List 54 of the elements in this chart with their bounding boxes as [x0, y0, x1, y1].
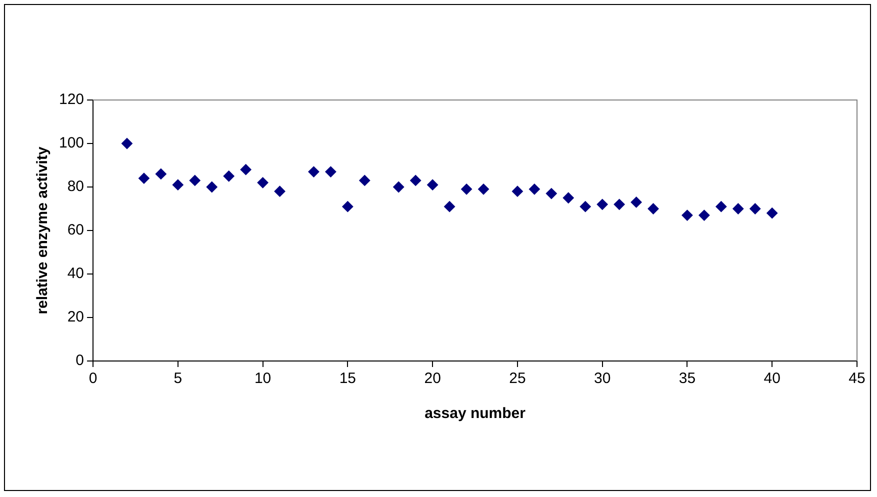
point [325, 166, 336, 178]
point [172, 179, 184, 190]
y-tick-label: 60 [67, 222, 84, 239]
point [393, 182, 404, 192]
point [766, 208, 778, 219]
point [206, 182, 218, 192]
x-tick-label: 0 [88, 370, 98, 388]
point [596, 198, 608, 210]
y-axis-title: relative enzyme activity [34, 146, 52, 314]
x-tick-label: 25 [509, 370, 526, 388]
point [257, 177, 268, 188]
point [155, 168, 166, 180]
point [189, 174, 200, 186]
y-tick-label: 120 [58, 91, 84, 108]
y-tick-label: 20 [67, 308, 84, 326]
x-tick-label: 15 [339, 370, 356, 388]
x-tick-label: 20 [424, 370, 441, 388]
x-tick-label: 30 [594, 370, 611, 388]
point [528, 184, 540, 195]
point [614, 198, 625, 210]
x-tick-label: 40 [764, 370, 780, 388]
point [240, 164, 252, 176]
point [121, 138, 132, 149]
y-tick-label: 100 [58, 134, 84, 152]
point [698, 210, 710, 221]
point [580, 201, 591, 212]
point [444, 201, 456, 212]
x-axis-title: assay number [424, 405, 526, 422]
point [512, 186, 523, 197]
point [427, 179, 438, 190]
point [716, 201, 727, 212]
point [410, 174, 422, 186]
x-tick-label: 35 [678, 370, 696, 388]
point [478, 184, 489, 195]
y-tick-label: 80 [67, 178, 84, 196]
point [562, 192, 574, 204]
point [682, 210, 693, 221]
point [732, 203, 744, 214]
point [308, 166, 320, 178]
point [630, 196, 642, 208]
y-tick-label: 40 [67, 265, 84, 282]
x-tick-label: 45 [848, 370, 866, 388]
point [359, 174, 370, 186]
point [223, 170, 234, 182]
x-tick-label: 10 [254, 370, 272, 388]
y-tick-label: 0 [76, 352, 84, 370]
point [342, 201, 354, 212]
point [750, 203, 761, 214]
point [138, 172, 150, 184]
point [546, 188, 557, 200]
point [461, 184, 472, 195]
x-tick-label: 5 [174, 370, 182, 388]
point [648, 203, 659, 214]
point [274, 186, 286, 197]
